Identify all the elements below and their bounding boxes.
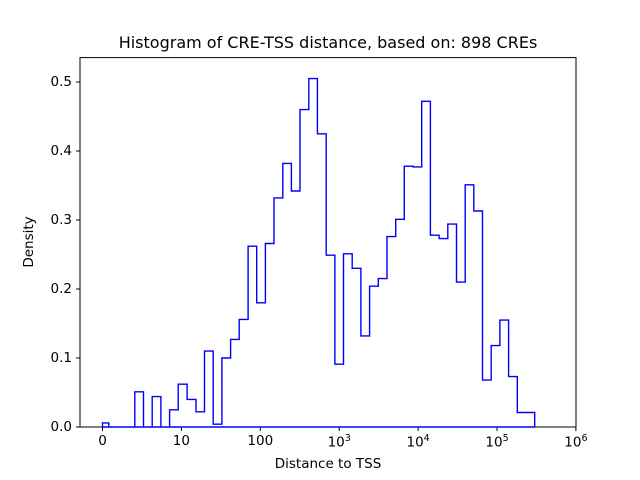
x-tick-label: 103	[327, 433, 351, 451]
y-tick-label: 0.1	[50, 350, 72, 366]
x-tick-label: 100	[247, 433, 274, 449]
y-tick-label: 0.3	[50, 212, 72, 228]
x-tick-label: 10	[172, 433, 190, 449]
y-axis-label: Density	[21, 216, 37, 268]
x-tick-label: 106	[564, 433, 588, 451]
y-tick-label: 0.4	[50, 143, 72, 159]
x-tick-label: 105	[485, 433, 509, 451]
y-tick-label: 0.5	[50, 74, 72, 90]
y-tick-label: 0.0	[50, 419, 72, 435]
histogram-step-line	[101, 77, 536, 428]
chart-title: Histogram of CRE-TSS distance, based on:…	[118, 33, 538, 52]
x-axis-label: Distance to TSS	[274, 456, 382, 472]
x-tick-label: 0	[98, 433, 107, 449]
y-tick-label: 0.2	[50, 281, 72, 297]
axes-spines	[79, 57, 577, 428]
x-tick-label: 104	[406, 433, 430, 451]
